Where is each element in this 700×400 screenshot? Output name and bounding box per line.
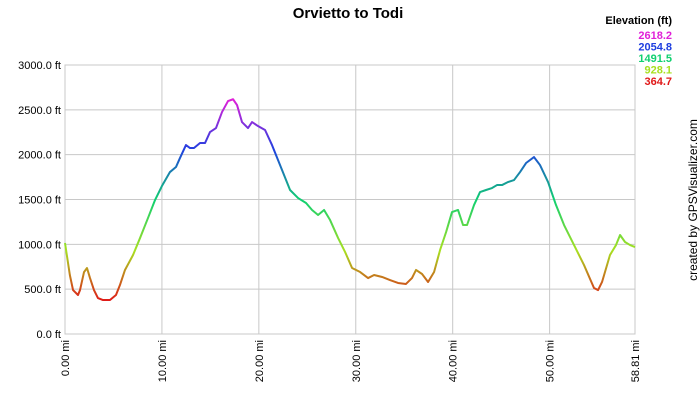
plot-border bbox=[64, 64, 636, 335]
legend-value: 2618.2 bbox=[638, 30, 672, 42]
legend-title: Elevation (ft) bbox=[605, 15, 672, 27]
y-tick-label: 1500.0 ft bbox=[18, 195, 61, 207]
x-tick-label: 40.00 mi bbox=[448, 340, 460, 382]
x-tick-label: 10.00 mi bbox=[157, 340, 169, 382]
legend-value: 1491.5 bbox=[638, 53, 672, 65]
y-tick-label: 0.0 ft bbox=[37, 329, 61, 341]
x-tick-label: 20.00 mi bbox=[254, 340, 266, 382]
y-tick-label: 500.0 ft bbox=[24, 284, 61, 296]
x-tick-label: 30.00 mi bbox=[351, 340, 363, 382]
credit: created by GPSVisualizer.com bbox=[686, 119, 700, 281]
x-tick-label: 0.00 mi bbox=[60, 340, 72, 376]
legend-value: 364.7 bbox=[644, 76, 672, 88]
legend-value: 2054.8 bbox=[638, 42, 672, 54]
elevation-line bbox=[64, 98, 636, 302]
legend-value: 928.1 bbox=[644, 65, 672, 77]
y-tick-label: 3000.0 ft bbox=[18, 60, 61, 72]
y-tick-label: 2500.0 ft bbox=[18, 105, 61, 117]
chart-title: Orvietto to Todi bbox=[293, 5, 404, 22]
x-tick-label: 58.81 mi bbox=[630, 340, 642, 382]
x-tick-label: 50.00 mi bbox=[545, 340, 557, 382]
y-tick-label: 1000.0 ft bbox=[18, 239, 61, 251]
y-tick-label: 2000.0 ft bbox=[18, 150, 61, 162]
